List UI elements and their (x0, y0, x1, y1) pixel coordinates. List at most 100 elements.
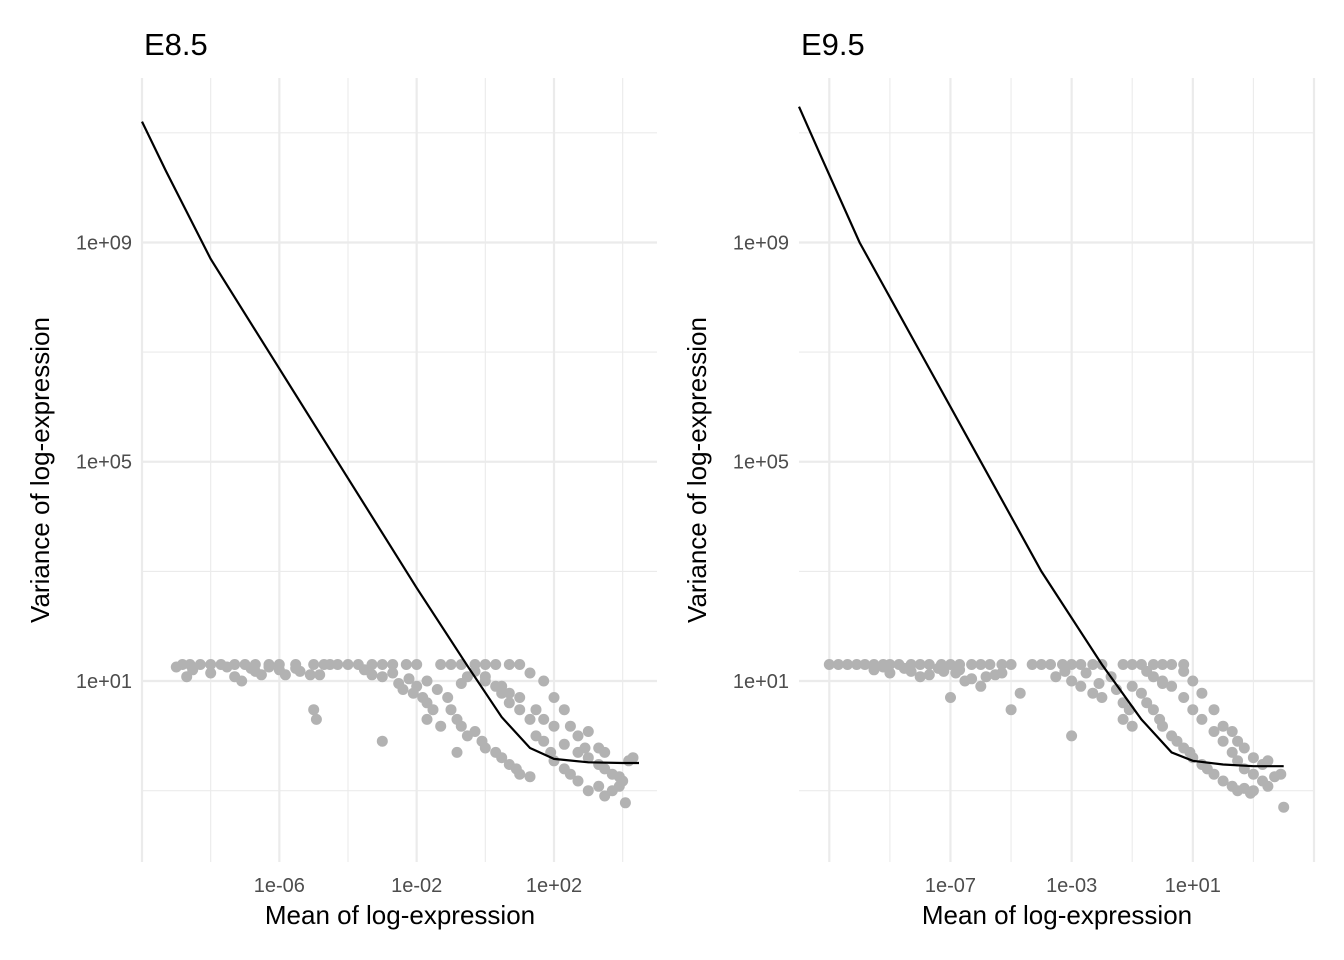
y-tick-labels: 1e+01 1e+05 1e+09 (733, 232, 789, 693)
scatter-point (314, 669, 326, 681)
panel-e8-5: E8.5 1e-06 1e-02 1e+02 1e+01 1e+05 1e+09 Mea… (25, 27, 657, 930)
scatter-point (984, 659, 996, 670)
x-tick-label: 1e+01 (1165, 875, 1221, 897)
panel-title: E8.5 (144, 27, 208, 62)
scatter-point (868, 664, 880, 676)
scatter-point (1196, 687, 1208, 699)
scatter-point (469, 726, 481, 737)
scatter-point (221, 661, 233, 673)
y-tick-label: 1e+01 (76, 671, 132, 693)
scatter-point (376, 671, 388, 683)
trend-line (797, 106, 1284, 768)
scatter-point (524, 713, 536, 725)
x-tick-label: 1e-03 (1046, 875, 1097, 897)
scatter-point (923, 669, 935, 681)
scatter-point (1066, 659, 1078, 670)
scatter-point (431, 684, 443, 695)
scatter-point (503, 697, 515, 709)
scatter-point (376, 735, 388, 747)
scatter-point (1171, 735, 1183, 747)
scatter-point (503, 687, 515, 699)
scatter-point (572, 730, 584, 742)
scatter-point (308, 704, 320, 716)
scatter-point (1178, 665, 1190, 677)
scatter-point (1187, 704, 1199, 716)
scatter-point (366, 669, 378, 681)
scatter-point (1035, 659, 1047, 670)
scatter-point (538, 713, 550, 725)
scatter-point (514, 768, 526, 780)
scatter-point (1166, 659, 1178, 670)
y-axis-title: Variance of log-expression (682, 317, 712, 623)
scatter-point (1208, 726, 1220, 737)
scatter-point (593, 742, 605, 754)
scatter-point (435, 720, 447, 732)
scatter-point (403, 673, 415, 685)
scatter-points (823, 659, 1290, 813)
scatter-point (823, 659, 835, 670)
scatter-point (421, 713, 433, 725)
y-axis-title: Variance of log-expression (25, 317, 55, 623)
scatter-point (1050, 671, 1062, 683)
scatter-point (1147, 659, 1159, 670)
scatter-point (455, 678, 467, 689)
scatter-point (342, 659, 354, 670)
scatter-point (236, 675, 248, 687)
scatter-point (496, 752, 508, 764)
scatter-point (859, 659, 871, 670)
scatter-point (996, 667, 1008, 679)
scatter-point (1087, 659, 1099, 670)
x-tick-label: 1e-02 (391, 875, 442, 897)
scatter-point (445, 659, 457, 670)
scatter-point (205, 659, 217, 670)
scatter-point (503, 659, 515, 670)
scatter-point (582, 726, 594, 737)
scatter-point (1014, 687, 1026, 699)
scatter-point (905, 665, 917, 677)
scatter-point (1238, 742, 1250, 754)
x-axis-title: Mean of log-expression (265, 900, 535, 930)
scatter-point (1157, 720, 1168, 732)
scatter-point (387, 659, 399, 670)
scatter-point (1262, 780, 1274, 792)
scatter-point (310, 713, 322, 725)
scatter-point (411, 659, 423, 670)
scatter-point (530, 704, 542, 716)
scatter-point (548, 720, 560, 732)
scatter-point (975, 680, 987, 692)
scatter-point (1026, 659, 1038, 670)
scatter-point (558, 704, 570, 716)
scatter-point (1045, 659, 1056, 670)
scatter-point (397, 684, 409, 695)
scatter-point (411, 680, 423, 692)
y-tick-label: 1e+09 (733, 232, 789, 254)
scatter-point (496, 680, 508, 692)
scatter-point (1275, 768, 1287, 780)
scatter-point (1232, 735, 1244, 747)
scatter-point (572, 746, 584, 758)
scatter-point (421, 675, 433, 687)
scatter-point (1117, 659, 1129, 670)
trend-line (141, 121, 639, 765)
grid (140, 78, 657, 862)
scatter-point (980, 671, 992, 683)
scatter-point (514, 659, 526, 670)
scatter-point (479, 742, 491, 754)
scatter-point (304, 669, 316, 681)
scatter-point (490, 659, 502, 670)
x-axis-title: Mean of log-expression (922, 900, 1192, 930)
scatter-point (538, 735, 550, 747)
y-tick-labels: 1e+01 1e+05 1e+09 (76, 232, 132, 693)
scatter-point (205, 667, 217, 679)
scatter-point (451, 746, 463, 758)
scatter-point (1147, 704, 1159, 716)
scatter-point (1157, 678, 1168, 689)
scatter-point (966, 673, 978, 685)
scatter-point (1066, 675, 1078, 687)
scatter-point (1247, 752, 1259, 764)
y-tick-label: 1e+05 (76, 452, 132, 474)
x-tick-labels: 1e-06 1e-02 1e+02 (254, 875, 582, 897)
scatter-point (975, 659, 987, 670)
scatter-point (966, 659, 978, 670)
scatter-point (1126, 680, 1138, 692)
